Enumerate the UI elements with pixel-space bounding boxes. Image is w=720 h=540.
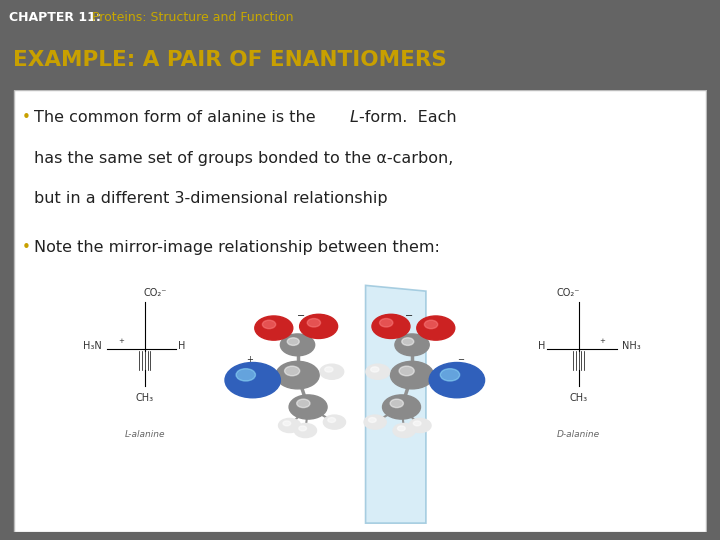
Circle shape [294, 423, 317, 437]
Text: Note the mirror-image relationship between them:: Note the mirror-image relationship betwe… [34, 240, 440, 255]
Circle shape [440, 369, 459, 381]
Circle shape [369, 417, 377, 422]
Circle shape [413, 421, 421, 426]
Circle shape [280, 334, 315, 356]
Text: Proteins: Structure and Function: Proteins: Structure and Function [88, 11, 293, 24]
Circle shape [417, 316, 455, 340]
Circle shape [236, 369, 256, 381]
Circle shape [276, 361, 319, 389]
Circle shape [397, 426, 405, 431]
Text: L: L [350, 110, 359, 125]
Circle shape [402, 338, 414, 346]
Circle shape [255, 316, 293, 340]
Text: +: + [119, 338, 125, 343]
Circle shape [307, 319, 320, 327]
Circle shape [390, 361, 433, 389]
Text: −: − [405, 311, 413, 321]
Text: H: H [178, 341, 186, 352]
Text: H₃N: H₃N [83, 341, 102, 352]
Text: CO₂⁻: CO₂⁻ [143, 288, 167, 298]
Text: CH₃: CH₃ [136, 393, 154, 403]
Text: The common form of alanine is the: The common form of alanine is the [34, 110, 320, 125]
Circle shape [225, 362, 280, 398]
Text: +: + [600, 338, 606, 343]
Circle shape [372, 314, 410, 339]
Circle shape [287, 338, 300, 346]
Circle shape [382, 395, 420, 419]
Text: −: − [297, 311, 305, 321]
Circle shape [262, 320, 276, 329]
Text: -form.  Each: -form. Each [359, 110, 456, 125]
Circle shape [429, 362, 485, 398]
Circle shape [323, 415, 346, 429]
Text: EXAMPLE: A PAIR OF ENANTIOMERS: EXAMPLE: A PAIR OF ENANTIOMERS [13, 50, 447, 70]
FancyBboxPatch shape [14, 90, 706, 531]
Circle shape [320, 364, 343, 379]
Circle shape [379, 319, 393, 327]
Circle shape [364, 415, 386, 429]
Circle shape [395, 334, 429, 356]
Circle shape [279, 418, 301, 433]
Circle shape [289, 395, 327, 419]
Text: CHAPTER 11:: CHAPTER 11: [9, 11, 101, 24]
Text: has the same set of groups bonded to the α-carbon,: has the same set of groups bonded to the… [34, 151, 453, 166]
Text: CO₂⁻: CO₂⁻ [557, 288, 580, 298]
Text: •: • [22, 110, 31, 125]
Circle shape [299, 426, 307, 431]
Circle shape [366, 364, 390, 379]
Circle shape [325, 367, 333, 372]
Circle shape [284, 366, 300, 376]
Circle shape [409, 418, 431, 433]
Circle shape [424, 320, 438, 329]
Text: −: − [457, 355, 464, 363]
Circle shape [390, 399, 403, 408]
Circle shape [393, 423, 415, 437]
Text: H: H [538, 341, 545, 352]
Circle shape [300, 314, 338, 339]
Text: •: • [22, 240, 31, 255]
Circle shape [283, 421, 291, 426]
Polygon shape [366, 285, 426, 523]
Text: NH₃: NH₃ [621, 341, 640, 352]
Circle shape [399, 366, 414, 376]
Circle shape [371, 367, 379, 372]
Text: D-alanine: D-alanine [557, 430, 600, 440]
Circle shape [328, 417, 336, 422]
Text: but in a different 3-dimensional relationship: but in a different 3-dimensional relatio… [34, 191, 387, 206]
Circle shape [297, 399, 310, 408]
Text: CH₃: CH₃ [570, 393, 588, 403]
Text: +: + [246, 355, 253, 363]
Text: L-alanine: L-alanine [125, 430, 165, 440]
